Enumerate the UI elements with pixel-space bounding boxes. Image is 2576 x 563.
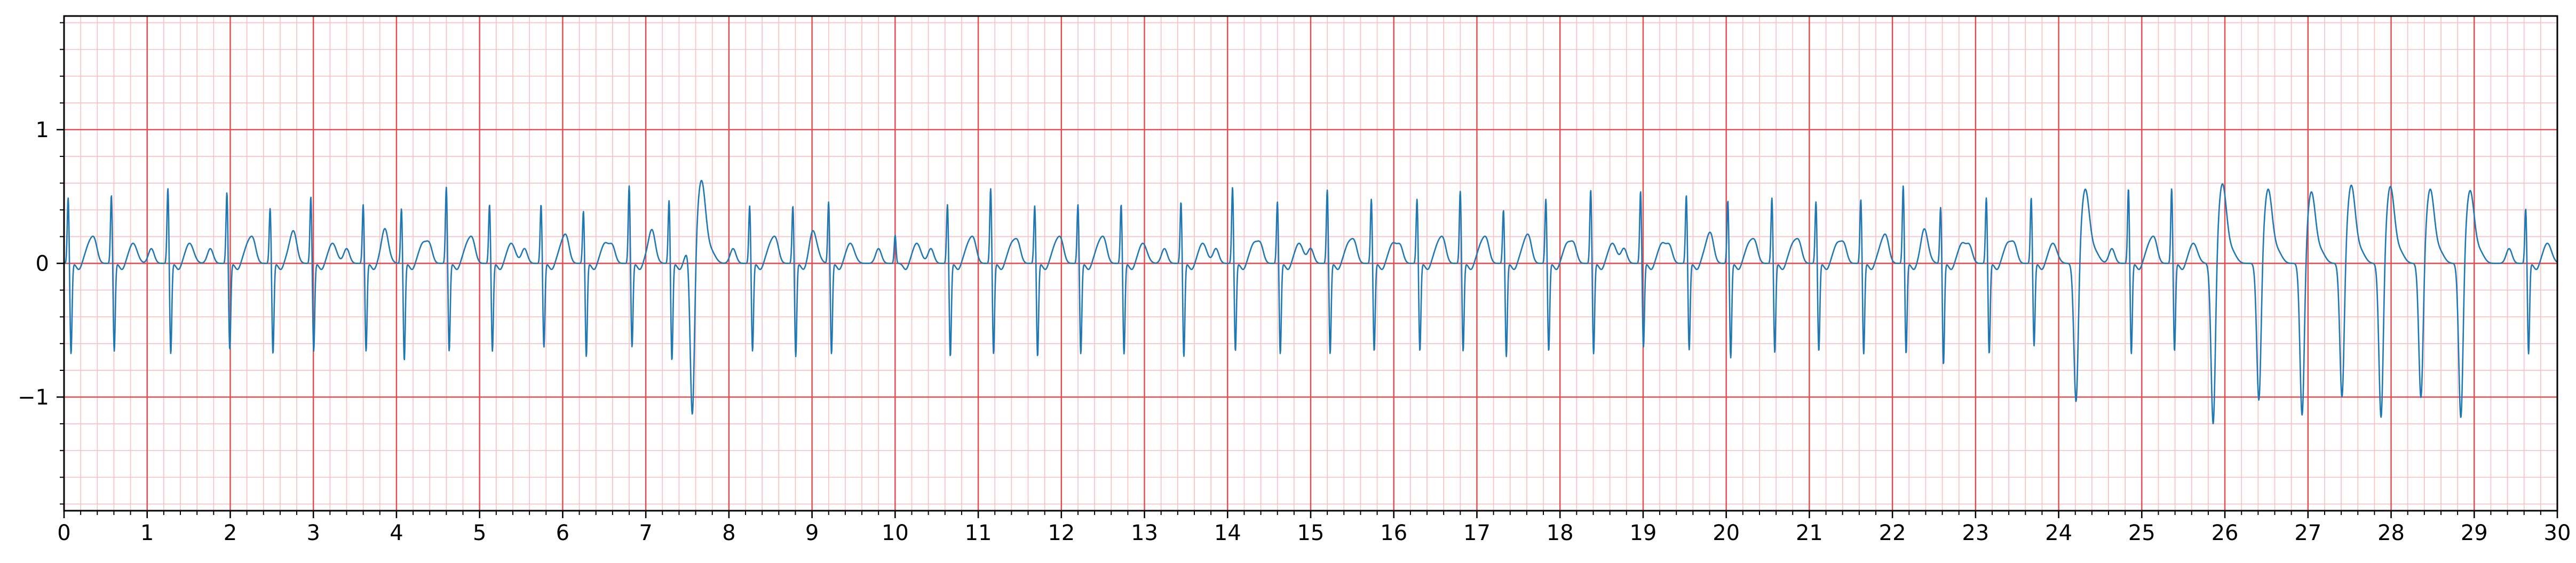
x-tick-label: 1 [140, 521, 154, 545]
x-tick-label: 12 [1048, 521, 1075, 545]
x-axis-tick-labels: 0 1 2 3 4 5 6 7 8 9 10 11 12 13 14 15 16 17 18 19 20 21 22 23 24… [57, 521, 2571, 545]
x-tick-label: 7 [639, 521, 652, 545]
x-tick-label: 8 [722, 521, 735, 545]
x-tick-label: 22 [1879, 521, 1906, 545]
x-tick-label: 3 [306, 521, 320, 545]
x-tick-label: 19 [1629, 521, 1656, 545]
ecg-trace-line [64, 180, 2558, 425]
x-tick-label: 0 [57, 521, 70, 545]
y-tick-label: 1 [36, 118, 49, 142]
x-tick-label: 23 [1962, 521, 1989, 545]
x-tick-label: 17 [1463, 521, 1491, 545]
x-tick-label: 29 [2461, 521, 2488, 545]
x-tick-label: 30 [2544, 521, 2571, 545]
x-tick-label: 6 [556, 521, 569, 545]
x-tick-label: 27 [2294, 521, 2321, 545]
x-tick-label: 26 [2212, 521, 2239, 545]
x-tick-label: 14 [1214, 521, 1241, 545]
x-tick-label: 5 [473, 521, 486, 545]
x-tick-label: 13 [1131, 521, 1158, 545]
y-axis-ticks [57, 22, 64, 505]
x-tick-label: 2 [224, 521, 237, 545]
x-tick-label: 28 [2377, 521, 2405, 545]
x-tick-label: 4 [390, 521, 403, 545]
x-tick-label: 11 [965, 521, 992, 545]
x-tick-label: 18 [1547, 521, 1574, 545]
x-tick-label: 24 [2045, 521, 2072, 545]
x-tick-label: 15 [1297, 521, 1325, 545]
y-tick-label: −1 [18, 385, 49, 410]
y-tick-label: 0 [36, 252, 49, 276]
x-tick-label: 21 [1796, 521, 1823, 545]
x-tick-label: 25 [2128, 521, 2155, 545]
x-tick-label: 16 [1380, 521, 1407, 545]
x-tick-label: 9 [805, 521, 819, 545]
x-axis-ticks [63, 511, 2558, 518]
y-axis-tick-labels: −1 0 1 [18, 118, 49, 410]
trace-layer [64, 180, 2558, 425]
x-tick-label: 20 [1713, 521, 1740, 545]
x-tick-label: 10 [882, 521, 909, 545]
